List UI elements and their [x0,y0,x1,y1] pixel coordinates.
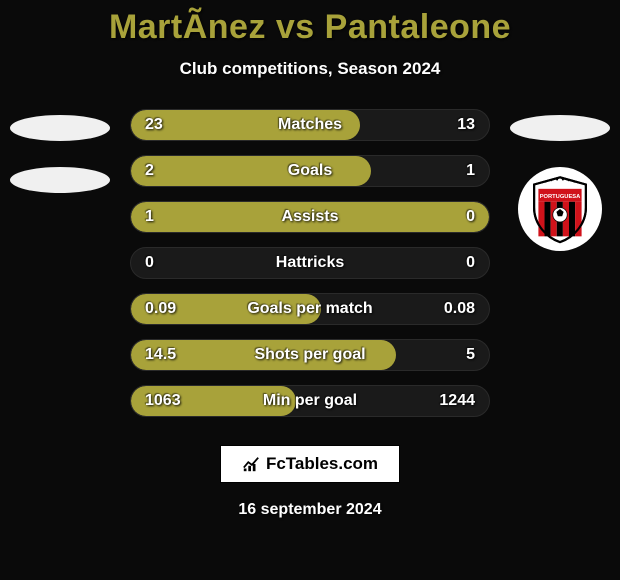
left-club-avatar [10,167,110,193]
page-title: MartÃ­nez vs Pantaleone [0,8,620,47]
brand-text: FcTables.com [266,454,378,474]
stat-bar: 0 Hattricks 0 [130,247,490,279]
stat-right-value: 1 [466,162,475,180]
stat-left-value: 14.5 [145,346,176,364]
stat-right-value: 0.08 [444,300,475,318]
stat-bar: 1 Assists 0 [130,201,490,233]
stats-column: 23 Matches 13 2 Goals 1 1 Assists 0 0 Hattricks 0 0.… [120,109,500,417]
stat-right-value: 13 [457,116,475,134]
stat-bar: 2 Goals 1 [130,155,490,187]
stat-bar: 0.09 Goals per match 0.08 [130,293,490,325]
comparison-card: MartÃ­nez vs Pantaleone Club competition… [0,0,620,580]
chart-icon [242,455,260,473]
brand-badge[interactable]: FcTables.com [220,445,400,483]
main-row: 23 Matches 13 2 Goals 1 1 Assists 0 0 Hattricks 0 0.… [0,109,620,417]
stat-label: Shots per goal [254,346,365,364]
right-club-badge: PORTUGUESA [518,167,602,251]
left-avatar-column [0,109,120,193]
stat-left-value: 1 [145,208,154,226]
stat-fill [131,156,371,186]
stat-right-value: 1244 [439,392,475,410]
right-player-avatar [510,115,610,141]
svg-text:PORTUGUESA: PORTUGUESA [540,194,581,200]
left-player-avatar [10,115,110,141]
subtitle: Club competitions, Season 2024 [0,59,620,79]
stat-left-value: 0.09 [145,300,176,318]
stat-right-value: 5 [466,346,475,364]
stat-label: Assists [282,208,339,226]
stat-label: Goals per match [247,300,372,318]
stat-left-value: 0 [145,254,154,272]
stat-left-value: 1063 [145,392,181,410]
stat-bar: 1063 Min per goal 1244 [130,385,490,417]
stat-left-value: 23 [145,116,163,134]
stat-label: Min per goal [263,392,357,410]
stat-label: Matches [278,116,342,134]
shield-icon: PORTUGUESA [524,173,596,245]
stat-right-value: 0 [466,254,475,272]
right-avatar-column: PORTUGUESA [500,109,620,251]
stat-label: Goals [288,162,332,180]
stat-label: Hattricks [276,254,344,272]
stat-right-value: 0 [466,208,475,226]
stat-left-value: 2 [145,162,154,180]
stat-bar: 14.5 Shots per goal 5 [130,339,490,371]
date-label: 16 september 2024 [0,501,620,519]
stat-bar: 23 Matches 13 [130,109,490,141]
